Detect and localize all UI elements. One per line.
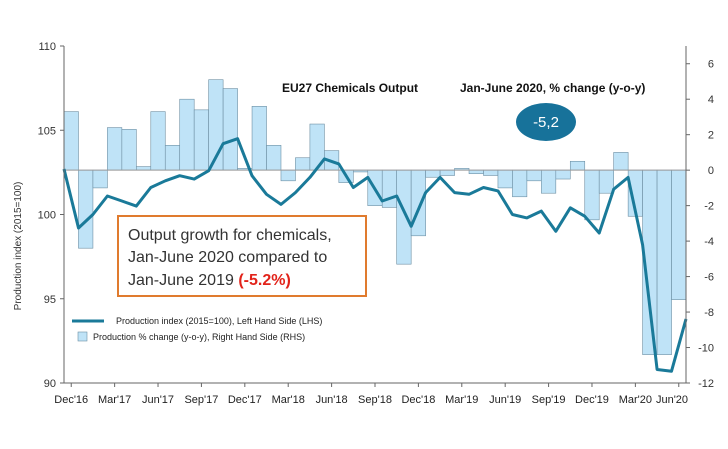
bar-Jan'17 xyxy=(78,169,94,249)
x-tick-label: Mar'20 xyxy=(619,394,652,406)
left-tick-label: 90 xyxy=(44,378,56,390)
bar-May'17 xyxy=(136,166,152,171)
x-tick-label: Mar'17 xyxy=(98,394,131,406)
callout-highlight-value: (-5.2%) xyxy=(238,272,290,289)
x-tick-label: Dec'17 xyxy=(228,394,262,406)
legend-bar-label: Production % change (y-o-y), Right Hand … xyxy=(93,332,305,342)
left-tick-label: 110 xyxy=(38,41,56,53)
bar-May'19 xyxy=(483,169,499,176)
left-tick-label: 100 xyxy=(38,210,56,222)
bar-Sep'19 xyxy=(541,169,557,194)
x-tick-label: Dec'18 xyxy=(401,394,435,406)
bar-Jan'19 xyxy=(425,169,441,178)
bar-Mar'18 xyxy=(280,169,296,182)
callout-line-3: Jan-June 2019 (-5.2%) xyxy=(128,272,291,289)
bar-Apr'17 xyxy=(121,129,137,171)
right-tick-label: -10 xyxy=(698,343,714,355)
bar-Dec'18 xyxy=(410,169,426,237)
production-index-line xyxy=(62,137,688,373)
bar-Apr'18 xyxy=(295,157,311,171)
x-tick-label: Jun'18 xyxy=(316,394,348,406)
bar-Jan'20 xyxy=(598,169,614,194)
right-tick-label: 2 xyxy=(708,130,714,142)
right-tick-label: -12 xyxy=(698,378,714,390)
right-tick-group: -12 -10 -8 -6 -4 -2 0 2 4 6 xyxy=(686,59,714,390)
right-tick-label: 6 xyxy=(708,59,714,71)
callout-line-2: Jan-June 2020 compared to xyxy=(128,249,327,266)
x-tick-label: Mar'19 xyxy=(445,394,478,406)
bar-Apr'19 xyxy=(468,169,484,175)
bar-Jun'17 xyxy=(150,111,166,171)
x-tick-label: Jun'19 xyxy=(489,394,521,406)
bar-Nov'19 xyxy=(569,160,586,171)
bar-Dec'19 xyxy=(584,169,600,221)
bar-Nov'17 xyxy=(222,88,238,171)
bar-Nov'18 xyxy=(396,169,412,265)
bar-May'20 xyxy=(656,169,672,355)
bar-Aug'19 xyxy=(526,169,542,182)
right-tick-label: -4 xyxy=(704,236,714,248)
y-axis-label: Production index (2015=100) xyxy=(13,182,24,311)
callout-line-3-prefix: Jan-June 2019 xyxy=(128,272,234,289)
x-tick-label: Sep'17 xyxy=(184,394,218,406)
bar-Feb'18 xyxy=(266,145,282,171)
x-tick-label: Dec'16 xyxy=(54,394,88,406)
bar-Jan'18 xyxy=(251,106,267,171)
left-tick-label: 95 xyxy=(44,294,56,306)
right-tick-label: -6 xyxy=(704,272,714,284)
bar-Feb'19 xyxy=(439,169,455,176)
right-tick-label: 0 xyxy=(708,165,714,177)
x-tick-group: Dec'16 Mar'17 Jun'17 Sep'17 Dec'17 Mar'18 Jun'… xyxy=(54,383,688,406)
x-tick-label: Jun'20 xyxy=(656,394,688,406)
bar-Oct'19 xyxy=(555,169,571,180)
bar-Jun'19 xyxy=(497,169,513,189)
bar-Feb'20 xyxy=(613,152,629,171)
x-tick-label: Sep'19 xyxy=(532,394,566,406)
bar-Jul'19 xyxy=(512,169,528,198)
chart-subtitle: Jan-June 2020, % change (y-o-y) xyxy=(460,81,645,95)
legend-line-label: Production index (2015=100), Left Hand S… xyxy=(116,316,322,326)
callout-line-1: Output growth for chemicals, xyxy=(128,227,332,244)
bar-series xyxy=(63,79,687,355)
legend-bar-swatch xyxy=(77,331,88,342)
callout-box xyxy=(117,215,367,297)
x-tick-label: Dec'19 xyxy=(575,394,609,406)
left-tick-label: 105 xyxy=(38,125,56,137)
bar-Dec'16 xyxy=(63,111,79,171)
bar-Mar'17 xyxy=(107,127,123,171)
bar-Jul'17 xyxy=(164,145,181,171)
change-badge xyxy=(516,103,576,141)
bar-Sep'17 xyxy=(193,109,209,171)
right-tick-label: -8 xyxy=(704,307,714,319)
change-badge-value: -5,2 xyxy=(533,114,559,131)
chart-title: EU27 Chemicals Output xyxy=(282,81,418,95)
x-tick-label: Jun'17 xyxy=(142,394,174,406)
bar-Aug'17 xyxy=(179,98,195,171)
bar-Jun'20 xyxy=(671,169,687,300)
left-tick-group: 90 95 100 105 110 xyxy=(38,41,64,390)
x-tick-label: Sep'18 xyxy=(358,394,392,406)
right-tick-label: -2 xyxy=(704,201,714,213)
right-tick-label: 4 xyxy=(708,94,714,106)
bar-Feb'17 xyxy=(92,169,108,189)
x-tick-label: Mar'18 xyxy=(272,394,305,406)
